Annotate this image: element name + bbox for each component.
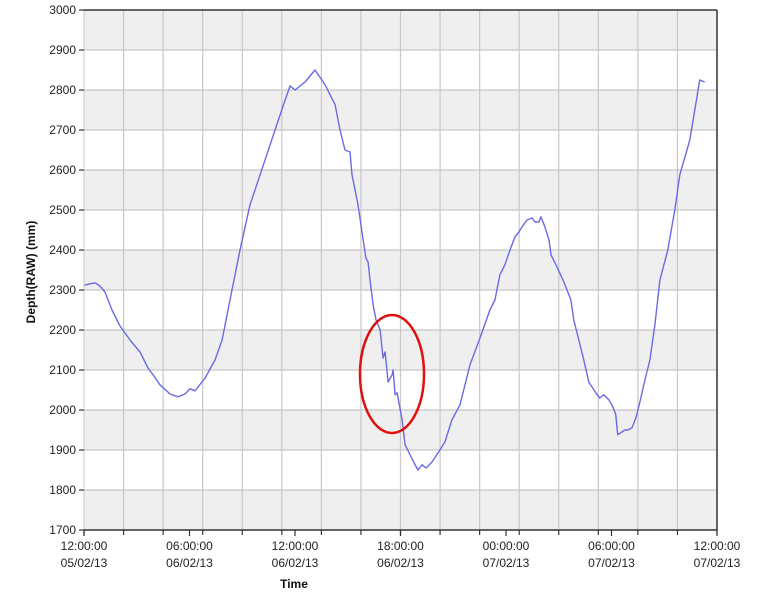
x-tick-time: 06:00:00 bbox=[166, 539, 213, 553]
x-tick-date: 06/02/13 bbox=[272, 556, 319, 570]
y-tick-label: 1800 bbox=[49, 483, 76, 497]
x-tick-date: 07/02/13 bbox=[694, 556, 741, 570]
x-tick-time: 12:00:00 bbox=[272, 539, 319, 553]
y-tick-label: 2800 bbox=[49, 83, 76, 97]
x-axis-ticks: 12:00:00 05/02/13 06:00:00 06/02/13 12:00:00… bbox=[61, 530, 741, 570]
y-axis-ticks: 1700 1800 1900 2000 2100 2200 2300 2400 2500 2600… bbox=[49, 3, 84, 537]
y-tick-label: 1900 bbox=[49, 443, 76, 457]
x-tick-time: 12:00:00 bbox=[694, 539, 741, 553]
y-tick-label: 1700 bbox=[49, 523, 76, 537]
x-tick-date: 07/02/13 bbox=[588, 556, 635, 570]
highlight-ellipse bbox=[358, 313, 426, 435]
x-tick-time: 06:00:00 bbox=[588, 539, 635, 553]
depth-series-line bbox=[83, 69, 705, 471]
y-tick-label: 2500 bbox=[49, 203, 76, 217]
y-tick-label: 2000 bbox=[49, 403, 76, 417]
x-tick-date: 06/02/13 bbox=[377, 556, 424, 570]
x-tick-date: 05/02/13 bbox=[61, 556, 108, 570]
x-tick-date: 07/02/13 bbox=[483, 556, 530, 570]
x-axis-title: Time bbox=[280, 577, 308, 591]
y-tick-label: 2600 bbox=[49, 163, 76, 177]
y-axis-title: Depth(RAW) (mm) bbox=[24, 221, 38, 324]
vertical-gridlines bbox=[122, 10, 679, 530]
y-tick-label: 3000 bbox=[49, 3, 76, 17]
y-tick-label: 2200 bbox=[49, 323, 76, 337]
horizontal-gridlines bbox=[84, 49, 717, 491]
x-tick-date: 06/02/13 bbox=[166, 556, 213, 570]
y-tick-label: 2400 bbox=[49, 243, 76, 257]
y-tick-label: 2900 bbox=[49, 43, 76, 57]
x-tick-time: 00:00:00 bbox=[483, 539, 530, 553]
y-tick-label: 2100 bbox=[49, 363, 76, 377]
x-tick-time: 18:00:00 bbox=[377, 539, 424, 553]
y-tick-label: 2300 bbox=[49, 283, 76, 297]
y-tick-label: 2700 bbox=[49, 123, 76, 137]
x-tick-time: 12:00:00 bbox=[61, 539, 108, 553]
